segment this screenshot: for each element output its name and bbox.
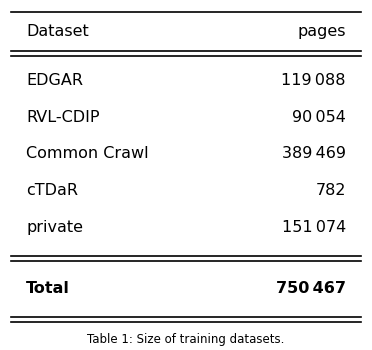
Text: 750 467: 750 467	[276, 281, 346, 296]
Text: pages: pages	[298, 24, 346, 39]
Text: Table 1: Size of training datasets.: Table 1: Size of training datasets.	[87, 333, 285, 346]
Text: Total: Total	[26, 281, 70, 296]
Text: 782: 782	[315, 183, 346, 198]
Text: RVL-CDIP: RVL-CDIP	[26, 110, 100, 125]
Text: 389 469: 389 469	[282, 147, 346, 161]
Text: Common Crawl: Common Crawl	[26, 147, 149, 161]
Text: 90 054: 90 054	[292, 110, 346, 125]
Text: Dataset: Dataset	[26, 24, 89, 39]
Text: 119 088: 119 088	[282, 73, 346, 88]
Text: 151 074: 151 074	[282, 220, 346, 235]
Text: private: private	[26, 220, 83, 235]
Text: cTDaR: cTDaR	[26, 183, 78, 198]
Text: EDGAR: EDGAR	[26, 73, 83, 88]
